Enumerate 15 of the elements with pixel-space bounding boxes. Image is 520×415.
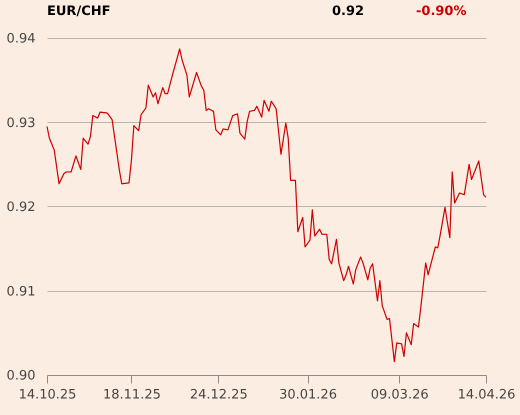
x-tick-label: 18.11.25 <box>102 388 161 402</box>
x-tick-label: 14.10.25 <box>18 388 76 402</box>
y-tick-label: 0.93 <box>6 116 36 131</box>
y-tick-label: 0.94 <box>6 32 36 46</box>
line-series <box>46 48 487 362</box>
x-tick-label: 24.12.25 <box>190 388 248 402</box>
chart-title: EUR/CHF <box>47 4 110 19</box>
text: 0.92 <box>332 4 364 19</box>
x-tick-label: 09.03.26 <box>370 388 429 402</box>
x-tick-label: 14.04.26 <box>458 388 516 402</box>
text: -0.90% <box>416 4 466 19</box>
y-tick-label: 0.92 <box>6 200 36 215</box>
y-tick-label: 0.90 <box>6 368 36 384</box>
y-tick-label: 0.91 <box>6 284 36 300</box>
x-tick-label: 30.01.26 <box>279 388 337 402</box>
